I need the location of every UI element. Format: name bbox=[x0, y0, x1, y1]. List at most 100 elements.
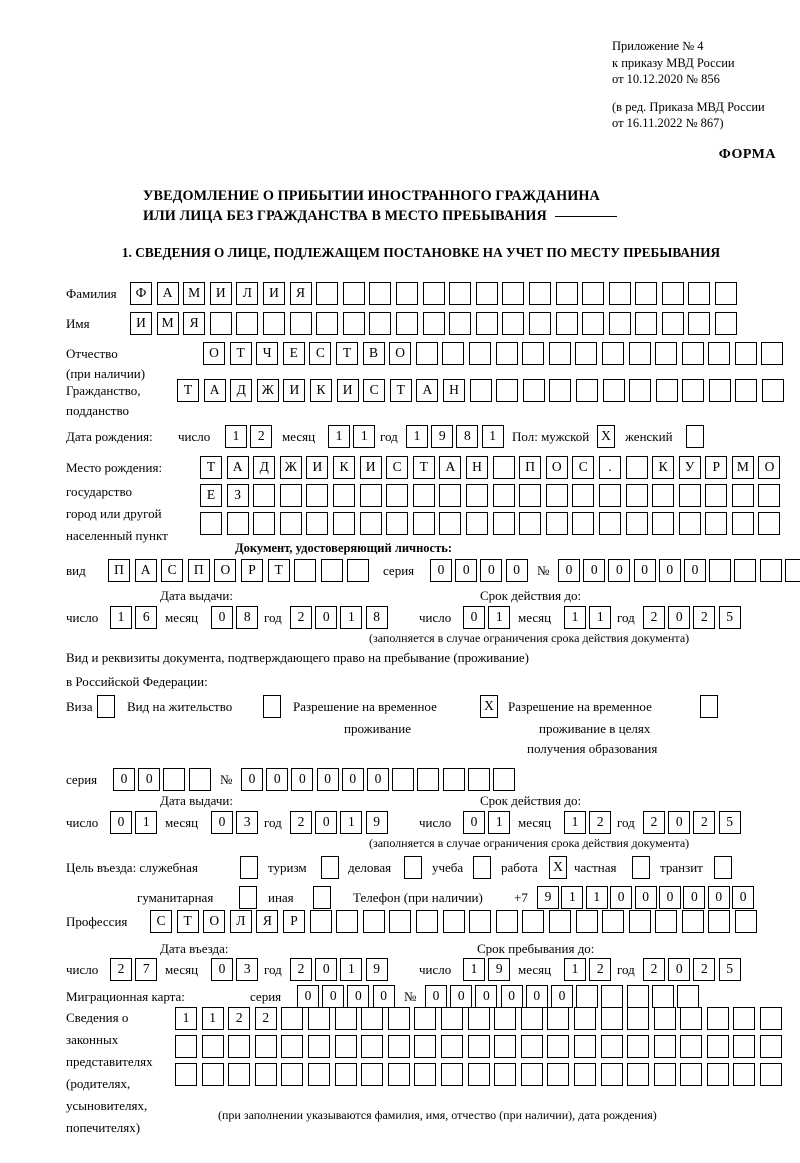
form-cell[interactable] bbox=[688, 282, 711, 305]
form-cell[interactable] bbox=[468, 342, 491, 365]
form-cell[interactable] bbox=[547, 1063, 570, 1086]
form-cell[interactable]: 0 bbox=[683, 559, 706, 582]
form-cell[interactable] bbox=[784, 559, 800, 582]
form-cell[interactable] bbox=[600, 1035, 623, 1058]
form-cell[interactable] bbox=[731, 512, 754, 535]
form-cell[interactable]: Л bbox=[229, 910, 252, 933]
form-cell[interactable]: А bbox=[416, 379, 439, 402]
form-cell[interactable] bbox=[708, 342, 731, 365]
form-cell[interactable] bbox=[496, 379, 519, 402]
form-cell[interactable]: О bbox=[203, 910, 226, 933]
form-cell[interactable] bbox=[549, 379, 572, 402]
form-cell[interactable] bbox=[548, 910, 571, 933]
form-cell[interactable]: 8 bbox=[456, 425, 479, 448]
temp-residence-edu-checkbox[interactable] bbox=[700, 695, 718, 718]
form-cell[interactable] bbox=[228, 1063, 251, 1086]
form-cell[interactable] bbox=[306, 512, 329, 535]
form-cell[interactable] bbox=[494, 1063, 517, 1086]
form-cell[interactable] bbox=[281, 1007, 304, 1030]
form-cell[interactable] bbox=[201, 1035, 224, 1058]
form-cell[interactable]: 2 bbox=[110, 958, 132, 981]
form-cell[interactable] bbox=[708, 910, 731, 933]
form-cell[interactable]: Т bbox=[267, 559, 290, 582]
form-cell[interactable] bbox=[386, 512, 409, 535]
form-cell[interactable]: Т bbox=[176, 910, 199, 933]
form-cell[interactable] bbox=[163, 768, 186, 791]
form-cell[interactable] bbox=[392, 768, 415, 791]
form-cell[interactable] bbox=[628, 910, 651, 933]
form-cell[interactable] bbox=[628, 342, 651, 365]
form-cell[interactable] bbox=[361, 1007, 384, 1030]
form-cell[interactable] bbox=[414, 1007, 437, 1030]
form-cell[interactable]: Ж bbox=[256, 379, 279, 402]
form-cell[interactable]: 2 bbox=[254, 1007, 277, 1030]
form-cell[interactable]: 1 bbox=[135, 811, 158, 834]
form-cell[interactable] bbox=[334, 1007, 357, 1030]
form-cell[interactable]: 0 bbox=[608, 559, 631, 582]
form-cell[interactable]: 9 bbox=[537, 886, 559, 909]
form-cell[interactable] bbox=[575, 379, 598, 402]
form-cell[interactable]: Н bbox=[465, 456, 488, 479]
form-cell[interactable]: 1 bbox=[564, 606, 586, 629]
form-cell[interactable]: С bbox=[363, 379, 386, 402]
legal-rep-row-3-cells[interactable] bbox=[175, 1063, 783, 1086]
form-cell[interactable] bbox=[708, 379, 731, 402]
form-cell[interactable] bbox=[467, 768, 490, 791]
form-cell[interactable]: А bbox=[156, 282, 179, 305]
form-cell[interactable]: 0 bbox=[558, 559, 580, 582]
form-cell[interactable] bbox=[678, 512, 701, 535]
form-cell[interactable]: 0 bbox=[430, 559, 452, 582]
form-cell[interactable] bbox=[629, 379, 652, 402]
form-cell[interactable] bbox=[414, 1035, 437, 1058]
sex-male-checkbox[interactable]: X bbox=[597, 425, 615, 448]
form-cell[interactable]: Н bbox=[442, 379, 465, 402]
form-cell[interactable]: 0 bbox=[347, 985, 370, 1008]
form-cell[interactable]: Я bbox=[256, 910, 279, 933]
form-cell[interactable] bbox=[733, 1007, 756, 1030]
birthplace-row-3-cells[interactable] bbox=[200, 512, 781, 535]
form-cell[interactable] bbox=[387, 1007, 410, 1030]
form-cell[interactable]: Т bbox=[389, 379, 412, 402]
form-cell[interactable] bbox=[209, 312, 232, 335]
form-cell[interactable] bbox=[494, 1035, 517, 1058]
form-cell[interactable] bbox=[734, 559, 757, 582]
form-cell[interactable]: 0 bbox=[315, 811, 338, 834]
form-cell[interactable] bbox=[655, 910, 678, 933]
form-cell[interactable] bbox=[395, 282, 418, 305]
form-cell[interactable]: С bbox=[150, 910, 172, 933]
form-cell[interactable]: 2 bbox=[643, 958, 665, 981]
form-cell[interactable] bbox=[572, 484, 595, 507]
form-cell[interactable] bbox=[598, 512, 621, 535]
form-cell[interactable]: 0 bbox=[113, 768, 135, 791]
form-cell[interactable] bbox=[758, 484, 781, 507]
form-cell[interactable] bbox=[175, 1035, 197, 1058]
form-cell[interactable] bbox=[661, 312, 684, 335]
form-cell[interactable]: Р bbox=[705, 456, 728, 479]
form-cell[interactable]: 0 bbox=[668, 958, 691, 981]
form-cell[interactable] bbox=[442, 342, 465, 365]
form-cell[interactable] bbox=[492, 768, 515, 791]
purpose-tourism-checkbox[interactable] bbox=[321, 856, 339, 879]
form-cell[interactable] bbox=[555, 312, 578, 335]
form-cell[interactable]: 0 bbox=[266, 768, 289, 791]
form-cell[interactable] bbox=[582, 312, 605, 335]
form-cell[interactable]: 0 bbox=[372, 985, 395, 1008]
form-cell[interactable]: 0 bbox=[505, 559, 528, 582]
form-cell[interactable] bbox=[306, 484, 329, 507]
form-cell[interactable] bbox=[279, 512, 302, 535]
form-cell[interactable]: И bbox=[209, 282, 232, 305]
form-cell[interactable] bbox=[522, 342, 545, 365]
form-cell[interactable]: 0 bbox=[425, 985, 447, 1008]
form-cell[interactable]: 2 bbox=[290, 606, 312, 629]
